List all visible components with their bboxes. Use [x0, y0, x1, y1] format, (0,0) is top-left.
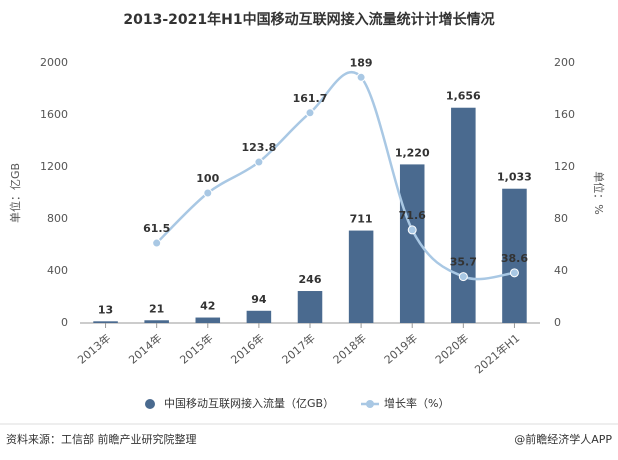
bar	[297, 291, 323, 323]
x-tick-label: 2014年	[126, 331, 165, 367]
line-point	[254, 157, 264, 167]
line-value-label: 35.7	[450, 256, 477, 269]
bar	[451, 107, 476, 323]
y-tick-label: 800	[47, 212, 68, 225]
bar	[246, 310, 272, 323]
bar-value-label: 1,033	[497, 171, 532, 184]
legend-marker	[366, 400, 374, 408]
legend-marker	[145, 399, 155, 409]
line-point	[356, 72, 366, 82]
line-value-label: 38.6	[501, 252, 528, 265]
bar-value-label: 42	[200, 300, 215, 313]
y-tick-label: 1200	[40, 160, 68, 173]
bar-value-label: 711	[350, 213, 373, 226]
y2-tick-label: 80	[554, 212, 568, 225]
line	[155, 70, 515, 281]
line-value-label: 189	[350, 56, 373, 69]
line-value-label: 123.8	[241, 141, 276, 154]
bar	[195, 317, 221, 323]
x-tick-label: 2017年	[279, 331, 318, 367]
x-tick-label: 2019年	[381, 331, 420, 367]
y-tick-label: 400	[47, 264, 68, 277]
line-value-label: 161.7	[293, 92, 328, 105]
y-tick-label: 0	[61, 316, 68, 329]
legend-label: 中国移动互联网接入流量（亿GB）	[164, 396, 334, 410]
y-tick-label: 1600	[40, 108, 68, 121]
x-tick-label: 2020年	[432, 331, 471, 367]
legend-label: 增长率（%）	[384, 396, 449, 410]
line-value-label: 71.6	[399, 209, 426, 222]
line-value-label: 61.5	[143, 222, 170, 235]
x-tick-label: 2018年	[330, 331, 369, 367]
bar-value-label: 21	[149, 302, 164, 315]
bar	[348, 230, 374, 323]
x-tick-label: 2015年	[177, 331, 216, 367]
line-point	[407, 225, 417, 235]
bar-value-label: 1,656	[446, 90, 481, 103]
line-point	[203, 188, 213, 198]
x-tick-label: 2016年	[228, 331, 267, 367]
x-tick-label: 2013年	[75, 331, 114, 367]
x-tick-label: 2021年H1	[472, 331, 523, 377]
bar	[144, 320, 169, 323]
line-point	[509, 268, 519, 278]
bar	[93, 321, 118, 323]
bar	[502, 188, 527, 323]
line-value-label: 100	[196, 172, 219, 185]
y-tick-label: 2000	[40, 56, 68, 69]
bar-value-label: 13	[98, 303, 113, 316]
line-point	[458, 272, 468, 282]
bar-value-label: 1,220	[395, 146, 430, 159]
y2-tick-label: 160	[554, 108, 575, 121]
y2-tick-label: 0	[554, 316, 561, 329]
bar-value-label: 246	[299, 273, 322, 286]
y2-tick-label: 200	[554, 56, 575, 69]
y2-tick-label: 120	[554, 160, 575, 173]
y-axis-label: 单位：亿GB	[8, 163, 22, 223]
y2-tick-label: 40	[554, 264, 568, 277]
credit: @前瞻经济学人APP	[514, 432, 612, 446]
line-point	[305, 108, 315, 118]
bar-value-label: 94	[251, 293, 267, 306]
y2-axis-label: 单位：%	[592, 171, 606, 214]
chart-title: 2013-2021年H1中国移动互联网接入流量统计计增长情况	[123, 11, 494, 28]
line-point	[152, 238, 162, 248]
source: 资料来源：工信部 前瞻产业研究院整理	[6, 432, 197, 446]
